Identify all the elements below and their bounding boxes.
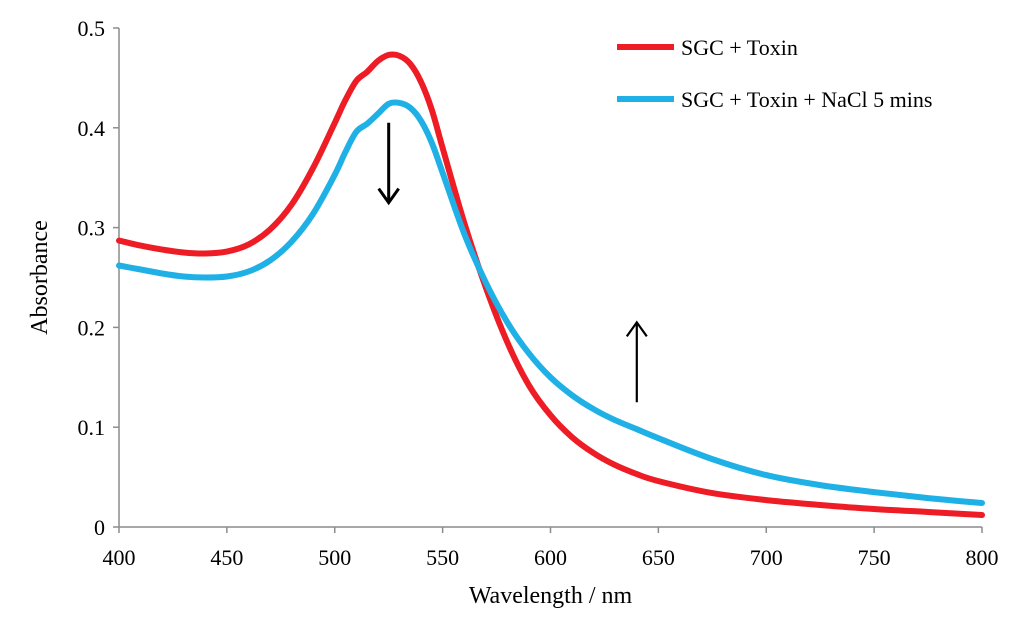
legend-label-sgc-toxin-nacl: SGC + Toxin + NaCl 5 mins (681, 87, 932, 112)
x-tick-label: 700 (750, 545, 783, 570)
y-tick-label: 0.1 (78, 415, 106, 440)
y-tick-label: 0.3 (78, 216, 106, 241)
arrow-down-icon (377, 122, 400, 206)
series-line-sgc-toxin (116, 51, 985, 518)
x-tick-label: 550 (426, 545, 459, 570)
x-tick-label: 650 (642, 545, 675, 570)
x-tick-label: 600 (534, 545, 567, 570)
y-tick-label: 0.5 (78, 16, 106, 41)
x-tick-label: 450 (210, 545, 243, 570)
annotation-layer (377, 122, 648, 403)
y-tick-label: 0.2 (78, 315, 106, 340)
y-tick-label: 0.4 (78, 116, 106, 141)
legend: SGC + Toxin SGC + Toxin + NaCl 5 mins (617, 35, 932, 112)
x-ticks: 400 450 500 550 600 650 700 750 800 (103, 527, 999, 570)
x-tick-label: 400 (103, 545, 136, 570)
y-tick-label: 0 (94, 515, 105, 540)
y-axis-label: Absorbance (27, 220, 53, 335)
x-tick-label: 800 (966, 545, 999, 570)
arrow-up-icon (625, 320, 648, 403)
y-ticks: 0 0.1 0.2 0.3 0.4 0.5 (78, 16, 119, 540)
series-layer (116, 51, 985, 518)
x-axis-label: Wavelength / nm (469, 583, 633, 609)
legend-label-sgc-toxin: SGC + Toxin (681, 35, 798, 60)
x-tick-label: 500 (318, 545, 351, 570)
x-tick-label: 750 (858, 545, 891, 570)
series-line-sgc-toxin-nacl (116, 99, 985, 506)
